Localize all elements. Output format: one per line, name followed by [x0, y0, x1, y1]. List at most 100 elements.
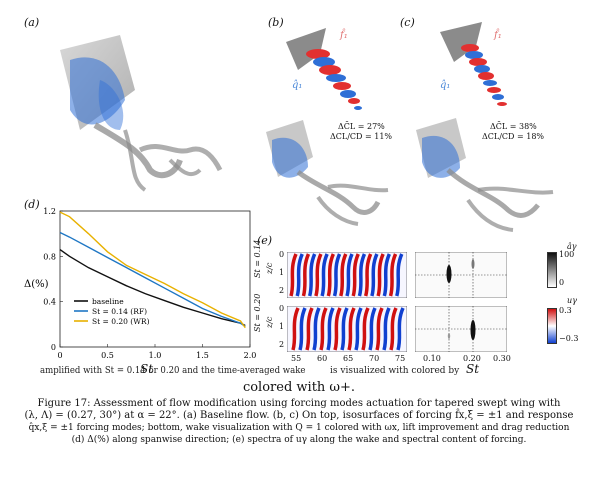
contour-stripe [375, 307, 384, 351]
x-tick-label-2: 1.0 [149, 351, 162, 360]
row-label-st020: St = 0.20 [253, 293, 262, 332]
y-tick-label-0: 0 [51, 343, 56, 352]
legend-label-1: St = 0.14 (RF) [92, 307, 147, 316]
x-tick-group: 0 0.5 1.0 1.5 2.0 [57, 344, 256, 360]
contour-stripe [301, 253, 311, 297]
figure-caption-line1: Figure 17: Assessment of flow modificati… [37, 398, 561, 409]
lift-drag-ratio-b: ΔCL/CD = 11% [330, 132, 393, 141]
colorbar1-tick-bottom: 0 [559, 278, 565, 287]
contour-stripe [305, 307, 314, 351]
lift-improvement-b: ΔC̄L = 27% [338, 122, 385, 131]
y-tick-group: 0 0.4 0.8 1.2 [43, 207, 63, 352]
x-tick-label-4: 2.0 [244, 351, 257, 360]
x2-tick-020: 0.20 [463, 354, 481, 363]
figure-caption-line3: q̂x,ξ = ±1 forcing modes; bottom, wake v… [28, 423, 570, 433]
spectrum-st014 [415, 252, 507, 298]
contour-stripe [354, 307, 363, 351]
forcing-mode-image-b [286, 28, 362, 110]
panel-label-b: (b) [268, 16, 284, 29]
colorbar-gray [547, 252, 557, 288]
contour-stripe [347, 307, 356, 351]
contour-stripe [351, 253, 360, 297]
series-group [59, 211, 246, 329]
y-tick-label-2: 0.8 [43, 252, 56, 261]
spectral-panel: St = 0.14 St = 0.20 z/c z/c 0 1 2 0 1 2 … [253, 240, 595, 363]
contour-stripe [326, 253, 335, 297]
x2-tick-030: 0.30 [493, 354, 511, 363]
contour-stripe [376, 253, 385, 297]
series-line-2 [59, 211, 246, 329]
x1-tick-55: 55 [291, 354, 302, 363]
contour-stripe [320, 253, 329, 297]
contour-stripe [332, 253, 342, 297]
panel-label-c: (c) [400, 16, 415, 29]
colorbar1-label: âγ [567, 242, 577, 251]
axis-label-St-left: St [140, 362, 154, 376]
velocity-contour-st014 [287, 252, 407, 298]
y-axis-label: Δ(%) [24, 279, 49, 290]
panel-label-a: (a) [24, 16, 40, 29]
wake-image-c [416, 118, 554, 232]
x1-tick-70: 70 [369, 354, 380, 363]
series-line-0 [59, 248, 246, 327]
colorbar2-tick-top: 0.3 [559, 306, 572, 315]
contour-stripe [289, 253, 298, 297]
q-hat-label-c: q̂₁ [440, 80, 451, 91]
contour-stripe [382, 307, 391, 351]
colorbar1-tick-top: 100 [559, 250, 575, 259]
f-hat-label-b: f̂₁ [340, 30, 348, 41]
wake-image-b [266, 120, 389, 226]
contour-stripe [389, 307, 398, 351]
contour-stripe [361, 307, 370, 351]
panel-label-d: (d) [24, 198, 40, 211]
figure-caption-line2: (λ, Λ) = (0.27, 30°) at α = 22°. (a) Bas… [24, 410, 574, 421]
contour-stripe [368, 307, 377, 351]
y-tick-row1-2: 2 [279, 286, 285, 295]
panel-label-e: (e) [257, 234, 273, 247]
y-tick-label-1: 0.4 [43, 298, 56, 307]
contour-stripe [340, 307, 349, 351]
zc-label-2: z/c [265, 316, 274, 328]
contour-stripe [307, 253, 317, 297]
contour-stripe [298, 307, 307, 351]
contour-stripe [291, 307, 300, 351]
contour-stripe [295, 253, 304, 297]
contour-stripe [370, 253, 379, 297]
contour-stripe [314, 253, 323, 297]
x-tick-label-1: 0.5 [101, 351, 114, 360]
colorbar2-tick-bottom: −0.3 [559, 334, 579, 343]
forcing-mode-image-c [440, 22, 507, 106]
y-tick-row1-0: 0 [279, 250, 285, 259]
f-hat-label-c: f̂₁ [494, 30, 502, 41]
contour-stripe [363, 253, 373, 297]
y-tick-row1-1: 1 [279, 268, 285, 277]
legend-label-2: St = 0.20 (WR) [92, 317, 150, 326]
x-tick-label-3: 1.5 [196, 351, 209, 360]
spectrum-st020 [415, 306, 507, 352]
row-label-st014: St = 0.14 [253, 239, 262, 278]
colorbar2-label: uγ [567, 296, 577, 305]
x1-tick-60: 60 [317, 354, 328, 363]
x-tick-label-0: 0 [57, 351, 62, 360]
zc-label-1: z/c [265, 262, 274, 274]
legend-label-0: baseline [92, 297, 124, 306]
lift-drag-ratio-c: ΔCL/CD = 18% [482, 132, 545, 141]
contour-stripe [395, 253, 404, 297]
overlap-line-right: is visualized with colored by [330, 366, 460, 376]
x2-tick-010: 0.10 [423, 354, 441, 363]
contour-stripe [345, 253, 354, 297]
velocity-contour-st020 [287, 306, 407, 352]
series-line-1 [59, 231, 246, 328]
x1-tick-65: 65 [343, 354, 354, 363]
contour-stripe [388, 253, 398, 297]
contour-stripe [312, 307, 321, 351]
colorbar-redblue [547, 308, 557, 344]
contour-stripe [396, 307, 405, 351]
overlap-line-left: amplified with St = 0.14 or 0.20 and the… [40, 366, 306, 376]
contour-stripe [357, 253, 367, 297]
y-tick-row2-1: 1 [279, 322, 285, 331]
y-tick-row2-0: 0 [279, 304, 285, 313]
caption-title: colored with ω+. [242, 380, 356, 395]
